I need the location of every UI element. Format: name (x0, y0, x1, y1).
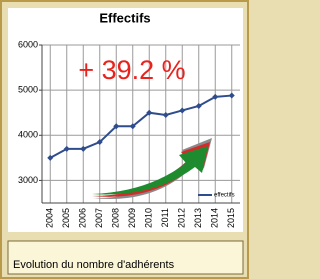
x-tick-label: 2012 (177, 208, 187, 228)
chart: Effectifs 3000 4000 5000 6000 + 39.2 % Evol… (0, 0, 249, 279)
annotation: + 39.2 % (78, 55, 185, 85)
y-tick-label: 6000 (18, 39, 38, 49)
legend-label: effectifs (214, 193, 235, 199)
x-tick-label: 2014 (210, 208, 220, 228)
x-tick-label: 2004 (45, 208, 55, 228)
x-tick-label: 2008 (111, 208, 121, 228)
caption: Evolution du nombre d'adhérents (13, 259, 175, 271)
x-tick-label: 2015 (226, 208, 236, 228)
y-tick-label: 4000 (18, 130, 38, 140)
y-tick-label: 5000 (18, 85, 38, 95)
plot-panel (8, 8, 243, 232)
x-tick-label: 2010 (144, 208, 154, 228)
chart-title: Effectifs (99, 10, 150, 25)
x-tick-label: 2013 (193, 208, 203, 228)
x-tick-label: 2009 (127, 208, 137, 228)
x-tick-label: 2011 (160, 208, 170, 227)
x-tick-label: 2006 (78, 208, 88, 228)
x-tick-label: 2007 (94, 208, 104, 228)
y-tick-label: 3000 (18, 175, 38, 185)
x-tick-label: 2005 (61, 208, 71, 228)
